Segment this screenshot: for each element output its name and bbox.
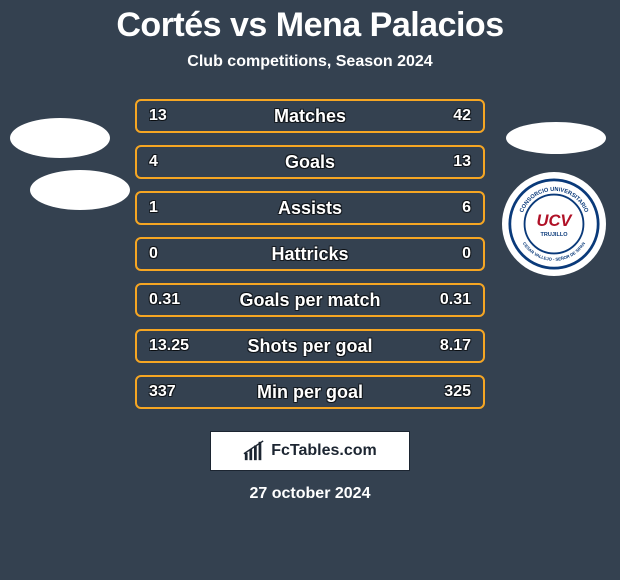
stat-label: Shots per goal — [247, 336, 372, 357]
ucv-badge-icon: CONSORCIO UNIVERSITARIO CESAR VALLEJO - … — [508, 178, 600, 270]
badge-center-sub: TRUJILLO — [541, 232, 569, 238]
stat-label: Hattricks — [271, 244, 348, 265]
club-badge-right: CONSORCIO UNIVERSITARIO CESAR VALLEJO - … — [502, 172, 606, 276]
player-avatar-left-1 — [10, 118, 110, 158]
stat-value-right: 42 — [453, 107, 471, 125]
stat-row: 0 Hattricks 0 — [135, 237, 485, 271]
stat-value-left: 1 — [149, 199, 158, 217]
stat-row: 0.31 Goals per match 0.31 — [135, 283, 485, 317]
fctables-logo: FcTables.com — [210, 431, 410, 471]
stat-label: Goals — [285, 152, 335, 173]
page-title: Cortés vs Mena Palacios — [0, 0, 620, 45]
stat-label: Matches — [274, 106, 346, 127]
player-avatar-left-2 — [30, 170, 130, 210]
stat-value-right: 0 — [462, 245, 471, 263]
logo-text: FcTables.com — [271, 442, 377, 460]
stat-value-left: 13 — [149, 107, 167, 125]
stat-value-right: 13 — [453, 153, 471, 171]
chart-bars-icon — [243, 440, 265, 462]
stat-value-left: 13.25 — [149, 337, 189, 355]
badge-center-text: UCV — [537, 211, 574, 230]
stat-value-right: 6 — [462, 199, 471, 217]
stat-row: 337 Min per goal 325 — [135, 375, 485, 409]
stat-value-left: 0 — [149, 245, 158, 263]
stat-value-right: 8.17 — [440, 337, 471, 355]
date-text: 27 october 2024 — [0, 485, 620, 503]
stat-value-left: 337 — [149, 383, 176, 401]
stat-value-right: 325 — [444, 383, 471, 401]
stat-row: 4 Goals 13 — [135, 145, 485, 179]
subtitle: Club competitions, Season 2024 — [0, 53, 620, 71]
player-avatar-right — [506, 122, 606, 154]
stat-row: 1 Assists 6 — [135, 191, 485, 225]
stat-label: Goals per match — [239, 290, 380, 311]
stat-row: 13.25 Shots per goal 8.17 — [135, 329, 485, 363]
stat-label: Min per goal — [257, 382, 363, 403]
stat-value-left: 4 — [149, 153, 158, 171]
stat-label: Assists — [278, 198, 342, 219]
stat-value-right: 0.31 — [440, 291, 471, 309]
stat-row: 13 Matches 42 — [135, 99, 485, 133]
stats-table: 13Matches424Goals131Assists60Hattricks00… — [135, 99, 485, 409]
stat-value-left: 0.31 — [149, 291, 180, 309]
